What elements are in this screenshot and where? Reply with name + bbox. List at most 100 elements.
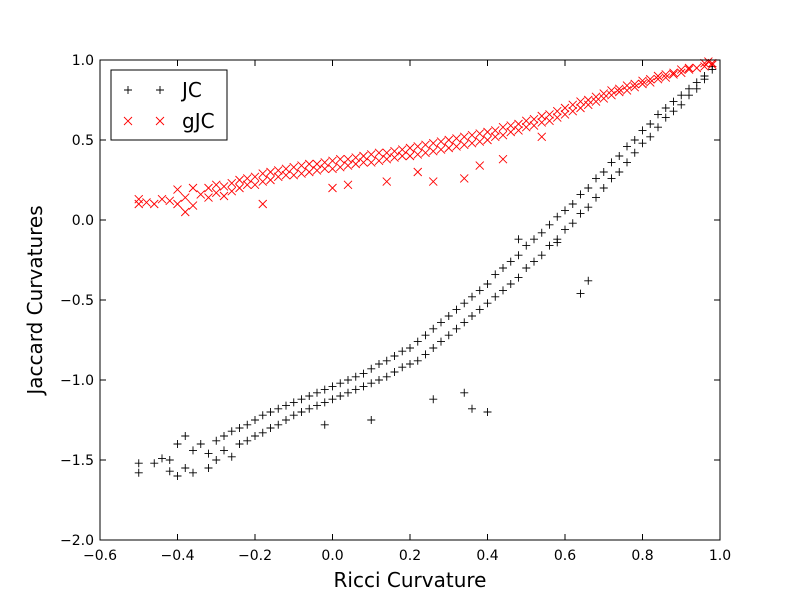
data-point	[344, 388, 352, 397]
data-point	[367, 364, 376, 373]
data-point	[421, 331, 430, 340]
data-point	[684, 65, 694, 74]
data-point	[676, 65, 686, 74]
data-point	[211, 180, 221, 190]
data-point	[297, 161, 306, 170]
data-point	[552, 106, 562, 116]
data-point	[421, 148, 430, 158]
data-point	[576, 97, 585, 106]
data-point	[452, 324, 461, 333]
x-tick-label: −0.6	[83, 548, 117, 564]
data-point	[297, 169, 306, 178]
data-point	[459, 132, 469, 142]
data-point	[561, 206, 569, 215]
data-point	[607, 158, 616, 167]
data-point	[483, 299, 492, 308]
data-point	[336, 392, 345, 400]
data-point	[196, 190, 206, 199]
data-point	[150, 459, 159, 468]
data-point	[343, 154, 353, 164]
data-point	[413, 167, 423, 177]
data-point	[305, 392, 314, 400]
x-tick-label: 0.0	[321, 548, 343, 564]
data-point	[467, 138, 477, 148]
data-point	[560, 110, 570, 119]
data-point	[576, 190, 585, 199]
data-point	[568, 100, 578, 110]
axis-ticks: −0.6 −0.4 −0.2 0.0 0.2 0.4 0.6 0.8 1.0 −2.0 −1.5 −1…	[60, 53, 731, 564]
data-point	[452, 305, 461, 314]
data-point	[359, 158, 368, 167]
data-point	[676, 68, 686, 78]
data-point	[196, 440, 205, 448]
data-point	[189, 446, 197, 455]
data-point	[328, 382, 337, 391]
data-point	[227, 427, 236, 436]
data-point	[382, 356, 391, 365]
x-tick-label: 0.6	[554, 548, 576, 564]
data-point	[452, 142, 461, 151]
data-point	[560, 103, 570, 113]
data-point	[289, 170, 299, 180]
legend: JC gJC	[110, 69, 228, 141]
data-point	[576, 289, 585, 298]
data-point	[452, 134, 461, 143]
data-point	[204, 464, 213, 472]
data-point	[491, 292, 500, 301]
data-point	[266, 408, 275, 416]
data-point	[258, 177, 268, 186]
data-point	[707, 60, 717, 70]
x-tick-label: 0.8	[631, 548, 653, 564]
data-point	[305, 404, 314, 413]
data-point	[444, 143, 454, 153]
data-point	[630, 136, 639, 144]
data-point	[344, 376, 352, 384]
data-point	[235, 424, 244, 432]
data-point	[521, 122, 531, 132]
y-tick-label: 0.5	[72, 133, 94, 149]
data-point	[475, 286, 484, 295]
y-tick-label: −2.0	[60, 533, 94, 549]
data-point	[336, 379, 345, 388]
data-point	[537, 132, 547, 142]
data-point	[398, 363, 407, 372]
data-point	[654, 123, 662, 132]
data-point	[180, 193, 190, 202]
data-point	[623, 142, 631, 151]
data-point	[281, 170, 291, 180]
x-tick-label: 0.2	[399, 548, 421, 564]
data-point	[304, 167, 314, 177]
data-point	[189, 468, 197, 477]
data-point	[405, 151, 415, 161]
data-point	[669, 70, 678, 79]
data-point	[537, 111, 547, 121]
data-point	[266, 424, 275, 432]
data-point	[367, 416, 376, 424]
data-point	[235, 440, 244, 448]
data-point	[335, 154, 345, 164]
data-point	[537, 228, 546, 237]
data-point	[630, 79, 640, 89]
data-point	[607, 86, 616, 95]
data-point	[615, 168, 624, 176]
data-points-layer	[134, 57, 717, 480]
data-point	[219, 182, 229, 191]
data-point	[165, 467, 174, 476]
data-point	[428, 177, 438, 186]
data-point	[320, 398, 329, 407]
data-point	[258, 199, 268, 209]
data-point	[413, 356, 422, 365]
data-point	[638, 79, 647, 89]
data-point	[583, 95, 593, 105]
data-point	[429, 395, 438, 404]
data-point	[320, 385, 329, 394]
data-point	[173, 199, 182, 209]
data-point	[351, 385, 360, 394]
data-point	[704, 57, 713, 66]
data-point	[530, 235, 538, 244]
data-point	[483, 408, 492, 416]
data-point	[514, 273, 523, 282]
data-point	[614, 87, 624, 97]
data-point	[591, 92, 601, 102]
data-point	[468, 404, 476, 413]
